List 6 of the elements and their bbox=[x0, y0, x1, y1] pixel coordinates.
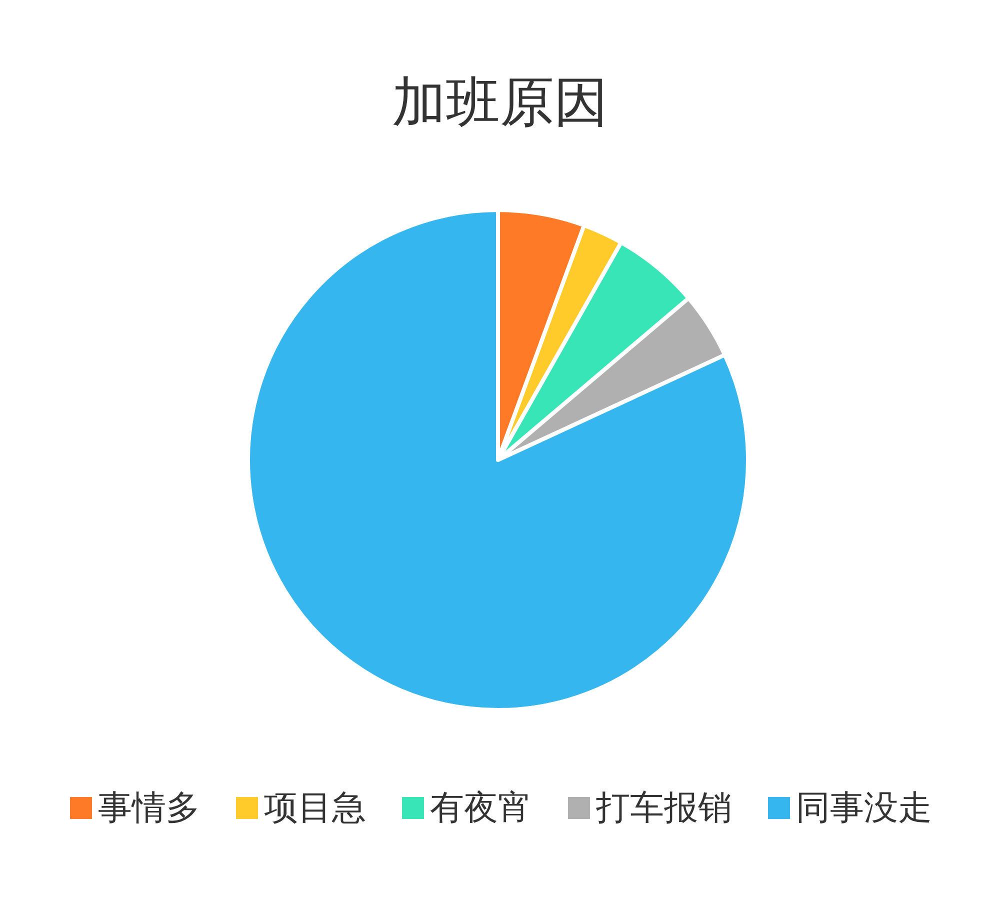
legend-label: 打车报销 bbox=[595, 788, 732, 828]
chart-title: 加班原因 bbox=[392, 70, 608, 134]
legend-label: 项目急 bbox=[264, 788, 366, 828]
legend-label: 同事没走 bbox=[796, 788, 932, 828]
legend-label: 事情多 bbox=[98, 788, 200, 828]
legend-label: 有夜宵 bbox=[430, 788, 532, 828]
